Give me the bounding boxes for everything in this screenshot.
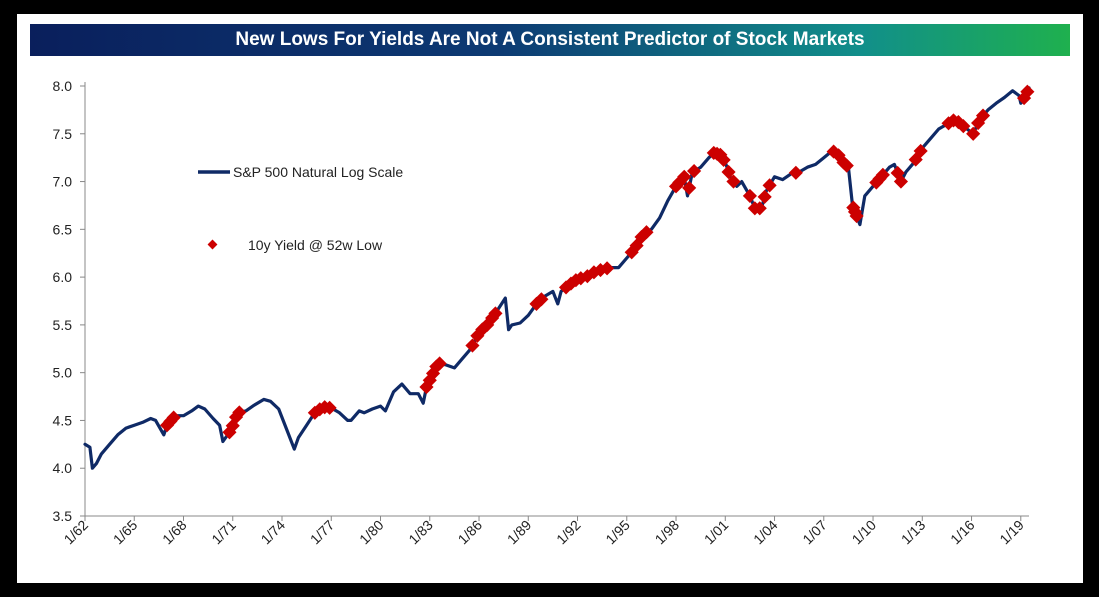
y-axis: 3.5 4.0 4.5 5.0 5.5 6.0 6.5 7.0 7.5 8.0 xyxy=(53,78,86,524)
yield-low-marker xyxy=(726,174,741,189)
x-tick-label: 1/80 xyxy=(356,517,387,548)
yield-low-marker xyxy=(839,158,854,173)
x-tick-label: 1/86 xyxy=(455,517,486,548)
y-tick-label: 4.5 xyxy=(53,412,73,428)
yield-low-marker xyxy=(762,178,777,193)
yield-low-marker xyxy=(639,225,654,240)
yield-low-marker xyxy=(956,119,971,134)
x-tick-label: 1/74 xyxy=(258,517,289,548)
yield-low-marker xyxy=(849,208,864,224)
yield-low-marker xyxy=(682,180,697,195)
x-tick-label: 1/68 xyxy=(159,517,190,548)
x-tick-label: 1/83 xyxy=(405,517,436,548)
yield-low-marker xyxy=(757,189,772,204)
legend-label-yield-low: 10y Yield @ 52w Low xyxy=(248,237,383,253)
yield-low-marker xyxy=(534,292,549,307)
yield-low-marker xyxy=(465,338,480,353)
yield-low-marker xyxy=(687,163,702,179)
x-tick-label: 1/10 xyxy=(849,517,880,548)
x-tick-label: 1/01 xyxy=(701,517,732,548)
sp500-series-line xyxy=(83,86,1031,470)
plot-area xyxy=(83,84,1035,470)
chart-frame: New Lows For Yields Are Not A Consistent… xyxy=(17,14,1083,583)
x-tick-label: 1/19 xyxy=(996,517,1027,548)
x-tick-label: 1/77 xyxy=(307,517,338,548)
x-tick-label: 1/95 xyxy=(602,517,633,548)
legend-diamond-swatch xyxy=(207,239,218,250)
yield-low-marker xyxy=(752,201,767,216)
yield-low-marker xyxy=(788,165,803,180)
yield-low-marker xyxy=(166,410,181,425)
yield-low-marker xyxy=(600,261,615,276)
x-tick-label: 1/71 xyxy=(208,517,239,548)
yield-low-marker xyxy=(875,167,890,182)
y-tick-label: 8.0 xyxy=(53,78,73,94)
y-tick-label: 4.0 xyxy=(53,460,73,476)
y-tick-label: 5.0 xyxy=(53,365,73,381)
x-tick-label: 1/16 xyxy=(947,517,978,548)
y-tick-label: 6.0 xyxy=(53,269,73,285)
yield-low-marker xyxy=(432,356,447,371)
x-tick-label: 1/65 xyxy=(110,517,141,548)
legend: S&P 500 Natural Log Scale 10y Yield @ 52… xyxy=(198,164,403,253)
yield-low-marker xyxy=(721,164,736,180)
yield-low-marker xyxy=(966,126,981,141)
x-tick-label: 1/13 xyxy=(898,517,929,548)
yield-low-marker xyxy=(677,169,692,184)
y-tick-label: 3.5 xyxy=(53,508,73,524)
yield-low-marker xyxy=(232,405,247,420)
yield-low-marker xyxy=(488,306,503,321)
x-axis: 1/62 1/65 1/68 1/71 1/74 1/77 1/80 1/83 1/86 1/89… xyxy=(61,515,1029,548)
yield-low-marker xyxy=(975,108,991,123)
y-tick-label: 7.0 xyxy=(53,174,73,190)
x-tick-label: 1/98 xyxy=(652,517,683,548)
yield-low-marker xyxy=(322,400,337,415)
legend-label-sp500: S&P 500 Natural Log Scale xyxy=(233,164,403,180)
x-tick-label: 1/04 xyxy=(750,517,781,548)
yield-low-marker xyxy=(913,143,928,159)
y-tick-label: 7.5 xyxy=(53,126,73,142)
x-tick-label: 1/89 xyxy=(504,517,535,548)
yield-low-marker xyxy=(1020,84,1035,99)
chart-title: New Lows For Yields Are Not A Consistent… xyxy=(30,24,1070,56)
y-tick-label: 5.5 xyxy=(53,317,73,333)
x-tick-label: 1/07 xyxy=(799,517,830,548)
yield-low-marker xyxy=(742,188,757,203)
yield-low-marker xyxy=(716,152,731,167)
yield-low-marker xyxy=(893,174,909,189)
line-chart: 3.54.04.55.05.56.06.57.07.58.0 1/62 1/65 1… xyxy=(53,78,1035,548)
y-tick-label: 6.5 xyxy=(53,221,73,237)
x-tick-label: 1/92 xyxy=(553,517,584,548)
